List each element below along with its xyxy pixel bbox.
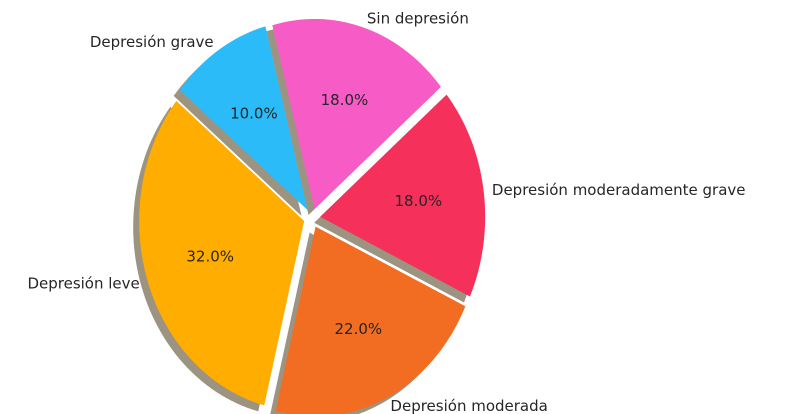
value-label: 22.0% [335,320,383,338]
category-label: Depresión moderadamente grave [492,181,746,199]
pie-slice [272,18,441,209]
value-label: 32.0% [186,247,234,265]
value-label: 10.0% [230,105,278,123]
pie-slice [179,26,308,211]
pie-slice [320,94,486,297]
category-label: Depresión leve [27,274,139,292]
pie-slice [139,100,305,406]
value-label: 18.0% [394,192,442,210]
category-label: Sin depresión [367,9,469,27]
category-label: Depresión grave [90,33,214,51]
pie-slice [275,226,466,414]
value-label: 18.0% [321,91,369,109]
category-label: Depresión moderada [390,397,547,414]
